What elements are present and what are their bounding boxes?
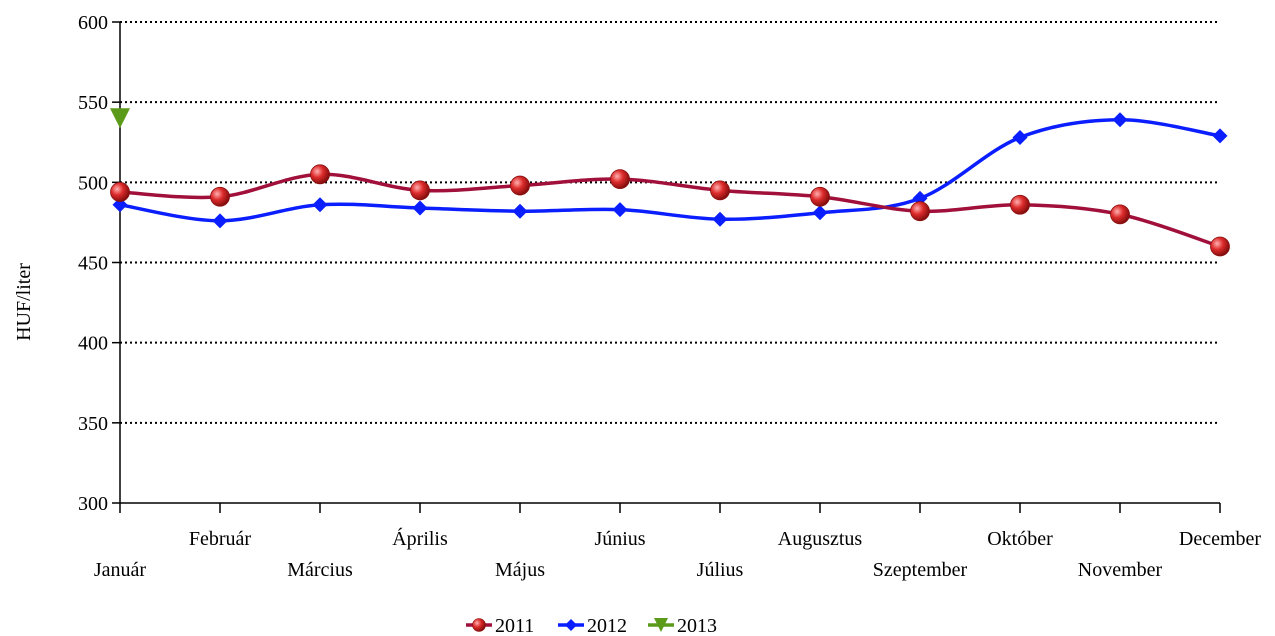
data-point-2011	[1110, 204, 1130, 225]
data-point-2011	[1010, 194, 1030, 215]
data-point-2011	[210, 186, 230, 207]
legend-label: 2012	[587, 615, 627, 636]
legend-label: 2013	[677, 615, 717, 636]
data-point-2011	[810, 186, 830, 207]
y-tick-label: 600	[78, 12, 108, 34]
data-point-2012	[612, 202, 628, 218]
series-line-2012	[119, 118, 1221, 223]
gridlines	[120, 21, 1220, 424]
y-tick-label: 450	[78, 253, 108, 275]
y-tick-label: 550	[78, 92, 108, 114]
x-tick-label: Május	[495, 559, 545, 581]
data-point-2011	[110, 182, 130, 202]
x-tick-label: Február	[189, 528, 252, 550]
data-point-2011	[1210, 236, 1230, 257]
x-tick-label: December	[1179, 528, 1262, 550]
x-tick-label: Szeptember	[873, 559, 968, 581]
data-point-2012	[812, 205, 828, 221]
data-point-2011	[510, 175, 530, 196]
x-tick-label: Április	[392, 527, 448, 550]
x-tick-label: Július	[697, 559, 744, 581]
data-point-2012	[412, 200, 428, 216]
x-tick-label: Augusztus	[778, 528, 863, 550]
data-point-2012	[1112, 112, 1128, 128]
y-tick-label: 300	[78, 493, 108, 515]
legend-marker	[654, 618, 668, 632]
data-point-2012	[212, 213, 228, 229]
data-point-2012	[1212, 128, 1228, 144]
x-tick-label: Október	[987, 528, 1053, 550]
x-tick-label: November	[1078, 559, 1163, 581]
legend-label: 2011	[495, 615, 534, 636]
series-line-2011	[119, 172, 1221, 249]
series-markers	[110, 108, 1230, 257]
data-point-2011	[910, 201, 930, 222]
legend: 2011 2012 2013	[466, 615, 717, 636]
data-point-2012	[512, 203, 528, 219]
y-axis-title: HUF/liter	[13, 263, 35, 341]
data-point-2011	[710, 180, 730, 201]
legend-marker	[565, 619, 577, 631]
data-point-2012	[312, 197, 328, 213]
data-point-2011	[610, 169, 630, 190]
legend-item-2013: 2013	[648, 615, 717, 636]
series-lines	[119, 118, 1221, 249]
x-tick-label: Január	[94, 559, 147, 581]
x-tick-label: Március	[287, 559, 353, 581]
data-point-2011	[410, 180, 430, 201]
legend-item-2011: 2011	[466, 615, 534, 636]
data-point-2011	[310, 164, 330, 185]
legend-marker	[472, 618, 486, 632]
axes: 300 350 400 450 500 550 600 Január Február Márciu…	[78, 12, 1261, 581]
legend-item-2012: 2012	[558, 615, 627, 636]
x-tick-label: Június	[594, 528, 645, 550]
y-tick-label: 350	[78, 413, 108, 435]
data-point-2012	[712, 211, 728, 227]
y-tick-label: 500	[78, 172, 108, 194]
data-point-2012	[1012, 129, 1028, 145]
data-point-2013	[110, 108, 130, 129]
y-tick-label: 400	[78, 333, 108, 355]
